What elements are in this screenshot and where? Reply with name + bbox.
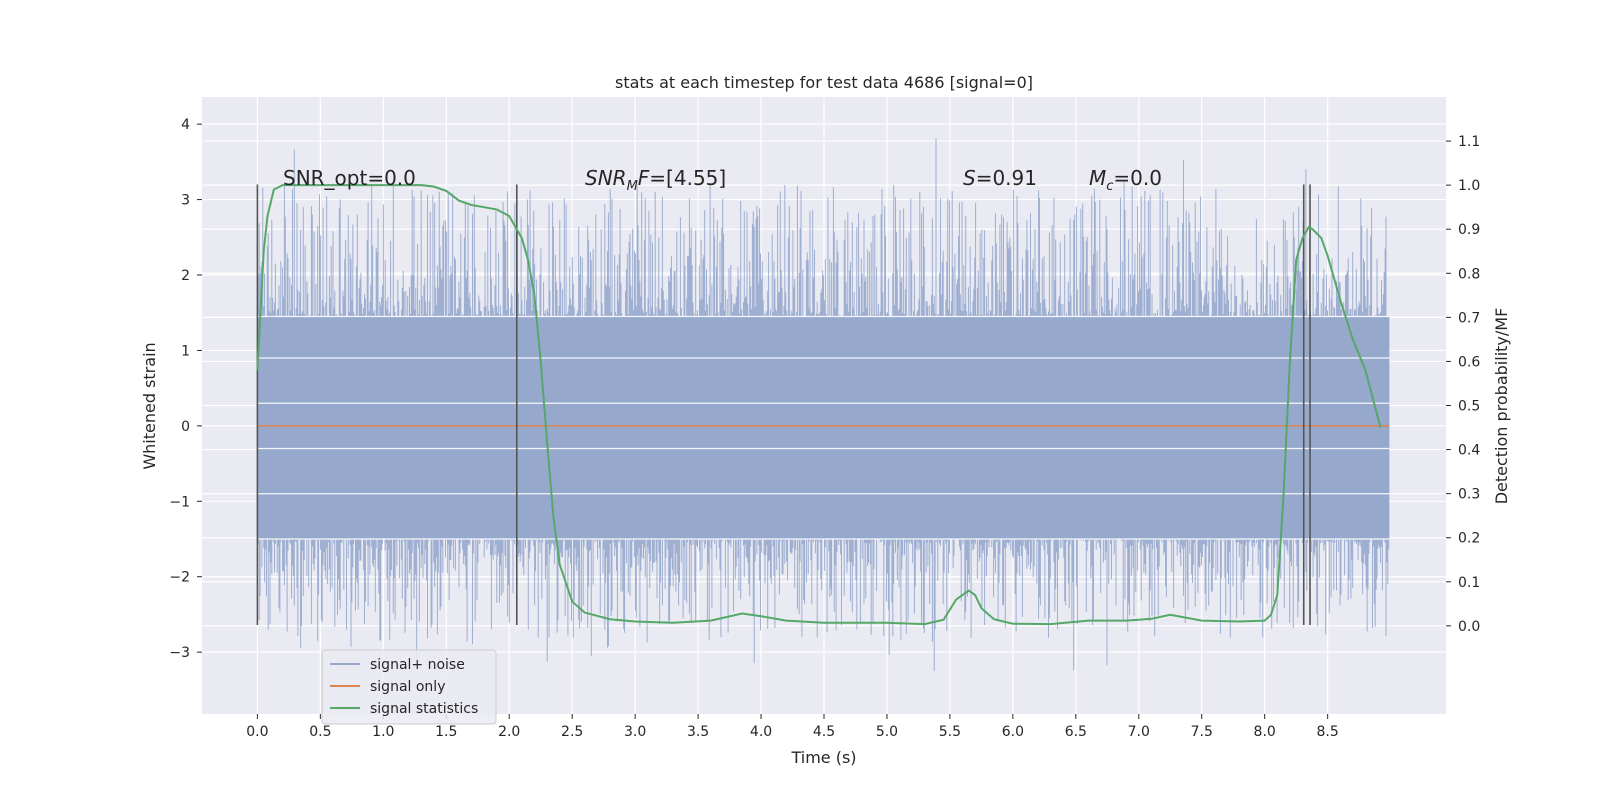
- y-left-tick-label: −1: [169, 494, 190, 510]
- legend-label-noise: signal+ noise: [370, 657, 465, 673]
- x-tick-label: 7.0: [1128, 724, 1150, 740]
- legend-label-signal-only: signal only: [370, 679, 445, 695]
- x-tick-label: 3.5: [687, 724, 709, 740]
- y-right-tick-label: 0.4: [1458, 443, 1480, 459]
- x-tick-label: 8.0: [1254, 724, 1276, 740]
- x-tick-label: 1.5: [435, 724, 457, 740]
- x-axis-ticks: 0.0 0.5 1.0 1.5 2.0 2.5 3.0 3.5 4.0 4.5 5.0 5.5 6.0 6…: [246, 714, 1339, 740]
- y-left-tick-label: 2: [181, 268, 190, 284]
- annotation-mc-main: M: [1089, 166, 1106, 190]
- x-tick-label: 0.0: [246, 724, 268, 740]
- annotation-snr-mf: SNRMF=[4.55]: [585, 166, 726, 194]
- y-right-tick-label: 0.3: [1458, 487, 1480, 503]
- y-right-tick-label: 0.2: [1458, 531, 1480, 547]
- noise-band: [257, 316, 1390, 540]
- x-tick-label: 7.5: [1191, 724, 1213, 740]
- annotation-mc-value: =0.0: [1113, 166, 1162, 190]
- y-left-tick-label: 3: [181, 193, 190, 209]
- x-tick-label: 6.5: [1065, 724, 1087, 740]
- y-left-tick-label: 4: [181, 117, 190, 133]
- x-tick-label: 5.5: [939, 724, 961, 740]
- annotation-snr-opt: SNR_opt=0.0: [283, 166, 416, 190]
- y-right-tick-label: 0.8: [1458, 266, 1480, 282]
- y-left-tick-label: −2: [169, 570, 190, 586]
- x-tick-label: 0.5: [309, 724, 331, 740]
- x-tick-label: 1.0: [372, 724, 394, 740]
- annotation-mc-sub: c: [1106, 179, 1113, 194]
- x-tick-label: 2.0: [498, 724, 520, 740]
- signal-statistics-series: [256, 184, 1382, 626]
- y-right-tick-label: 1.1: [1458, 134, 1480, 150]
- annotation-s: S=0.91: [963, 166, 1037, 190]
- x-tick-label: 8.5: [1317, 724, 1339, 740]
- x-tick-label: 5.0: [876, 724, 898, 740]
- annotation-snr-mf-main: SNR: [585, 166, 627, 190]
- legend-box: [321, 649, 497, 725]
- signal-noise-series: [256, 138, 1390, 671]
- left-y-axis-ticks: −3 −2 −1 0 1 2 3 4: [169, 117, 202, 661]
- y-right-tick-label: 0.0: [1458, 619, 1480, 635]
- y-right-tick-label: 0.5: [1458, 399, 1480, 415]
- y-left-tick-label: 0: [181, 419, 190, 435]
- x-axis-label: Time (s): [790, 748, 856, 767]
- x-tick-label: 4.5: [813, 724, 835, 740]
- x-tick-label: 4.0: [750, 724, 772, 740]
- x-tick-label: 6.0: [1002, 724, 1024, 740]
- legend: signal+ noise signal only signal statist…: [321, 649, 497, 725]
- y-left-tick-label: −3: [169, 645, 190, 661]
- y-right-tick-label: 1.0: [1458, 178, 1480, 194]
- y-right-tick-label: 0.9: [1458, 222, 1480, 238]
- y-right-tick-label: 0.1: [1458, 575, 1480, 591]
- y-left-tick-label: 1: [181, 343, 190, 359]
- right-y-axis-label: Detection probability/MF: [1492, 308, 1511, 505]
- x-tick-label: 2.5: [561, 724, 583, 740]
- left-y-axis-label: Whitened strain: [140, 342, 159, 469]
- x-tick-label: 3.0: [624, 724, 646, 740]
- chart-title: stats at each timestep for test data 468…: [615, 73, 1033, 92]
- y-right-tick-label: 0.7: [1458, 310, 1480, 326]
- right-y-axis-ticks: 0.0 0.1 0.2 0.3 0.4 0.5 0.6 0.7 0.8 0.9 1.0 1.1: [1446, 134, 1480, 635]
- annotation-s-value: =0.91: [976, 166, 1037, 190]
- legend-label-statistics: signal statistics: [370, 701, 478, 717]
- annotation-snr-mf-sub: M: [627, 179, 638, 194]
- annotation-snr-mf-f: F: [638, 166, 650, 190]
- annotation-mc: Mc=0.0: [1089, 166, 1162, 194]
- annotation-s-main: S: [963, 166, 976, 190]
- y-right-tick-label: 0.6: [1458, 354, 1480, 370]
- vertical-markers: [256, 184, 1311, 625]
- annotation-snr-mf-value: =[4.55]: [649, 166, 726, 190]
